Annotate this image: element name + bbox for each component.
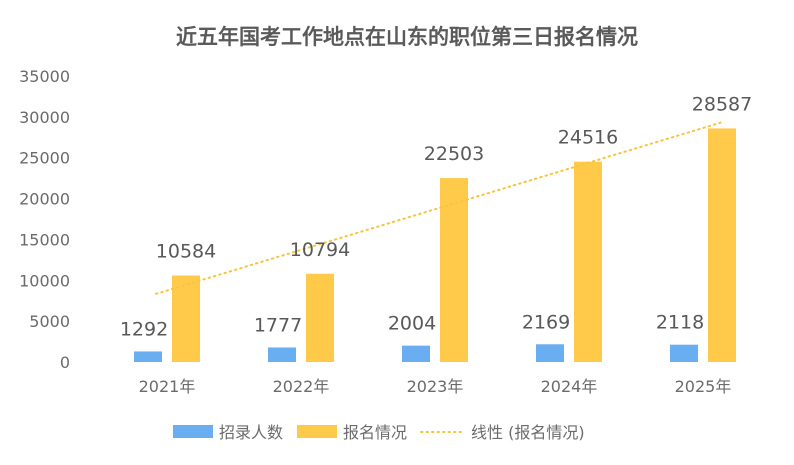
data-labels: 1292 10584 1777 10794 2004 22503 2169 24516 2118…	[120, 93, 752, 340]
bar-recruit	[268, 347, 296, 362]
data-label: 24516	[558, 127, 618, 149]
x-tick-label: 2022年	[273, 377, 330, 396]
bar-applicants	[306, 273, 334, 362]
y-tick-label: 35000	[19, 67, 70, 86]
x-tick-label: 2024年	[541, 377, 598, 396]
bar-recruit	[536, 344, 564, 362]
y-tick-label: 10000	[19, 271, 70, 290]
data-label: 2118	[656, 312, 704, 334]
legend-label: 招录人数	[219, 423, 283, 442]
legend-label: 报名情况	[343, 423, 407, 442]
data-label: 2169	[522, 311, 570, 333]
y-tick-label: 25000	[19, 149, 70, 168]
legend-label: 线性 (报名情况)	[471, 423, 585, 442]
bar-applicants	[172, 275, 200, 362]
data-label: 28587	[692, 93, 752, 115]
bar-recruit	[134, 351, 162, 362]
data-label: 10794	[290, 239, 350, 261]
y-tick-label: 5000	[29, 312, 70, 331]
bar-applicants	[574, 161, 602, 362]
bars	[134, 128, 736, 362]
bar-applicants	[440, 178, 468, 362]
data-label: 10584	[156, 241, 216, 263]
data-label: 1292	[120, 318, 168, 340]
x-tick-label: 2023年	[407, 377, 464, 396]
bar-applicants	[708, 128, 736, 362]
y-tick-label: 15000	[19, 230, 70, 249]
y-axis: 0 5000 10000 15000 20000 25000 30000 35000	[19, 67, 70, 372]
legend: 招录人数 报名情况 线性 (报名情况)	[173, 423, 585, 442]
y-tick-label: 0	[60, 353, 70, 372]
trendline	[155, 121, 723, 295]
bar-recruit	[402, 345, 430, 362]
y-tick-label: 20000	[19, 190, 70, 209]
y-tick-label: 30000	[19, 108, 70, 127]
x-axis: 2021年 2022年 2023年 2024年 2025年	[139, 377, 732, 396]
trendline-path	[155, 121, 723, 295]
data-label: 2004	[388, 313, 436, 335]
legend-swatch	[297, 425, 337, 438]
data-label: 22503	[424, 143, 484, 165]
x-tick-label: 2021年	[139, 377, 196, 396]
chart-title: 近五年国考工作地点在山东的职位第三日报名情况	[176, 25, 638, 49]
x-tick-label: 2025年	[675, 377, 732, 396]
data-label: 1777	[254, 314, 302, 336]
legend-swatch	[173, 425, 213, 438]
bar-recruit	[670, 344, 698, 362]
